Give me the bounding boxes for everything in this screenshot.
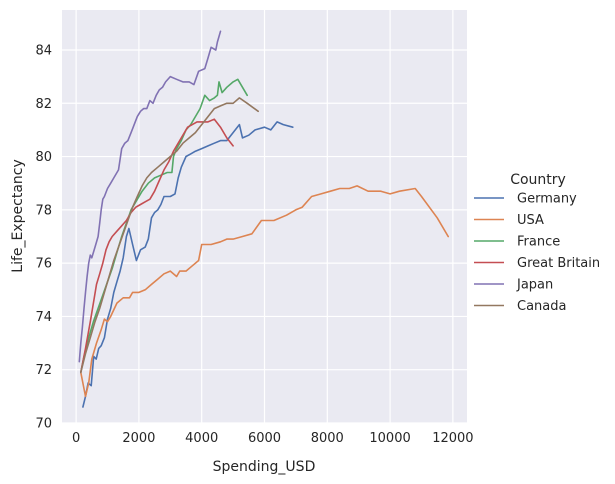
legend-label-usa: USA xyxy=(517,213,544,228)
x-tick-label: 2000 xyxy=(122,431,155,446)
grid xyxy=(62,10,467,424)
y-tick-label: 70 xyxy=(35,417,52,432)
y-tick-label: 78 xyxy=(35,203,52,218)
x-tick-label: 4000 xyxy=(185,431,218,446)
legend-label-france: France xyxy=(517,235,560,250)
y-tick-label: 74 xyxy=(35,310,52,325)
x-tick-labels: 0 2000 4000 6000 8000 10000 12000 xyxy=(72,431,474,446)
x-tick-label: 6000 xyxy=(248,431,281,446)
y-tick-label: 80 xyxy=(35,150,52,165)
x-tick-label: 8000 xyxy=(311,431,344,446)
legend-label-germany: Germany xyxy=(517,192,577,207)
legend-label-japan: Japan xyxy=(516,278,553,293)
y-tick-label: 84 xyxy=(35,43,52,58)
legend: Country Germany USA France Great Britain Jap… xyxy=(474,172,600,314)
series-lines xyxy=(78,30,449,408)
legend-label-great-britain: Great Britain xyxy=(517,256,600,271)
x-axis-label: Spending_USD xyxy=(213,459,316,475)
series-line-japan xyxy=(78,30,222,363)
x-tick-label: 10000 xyxy=(369,431,410,446)
y-tick-label: 72 xyxy=(35,363,52,378)
legend-label-canada: Canada xyxy=(517,299,566,314)
series-line-usa xyxy=(80,185,449,398)
y-axis-label: Life_Expectancy xyxy=(10,159,26,272)
series-line-germany xyxy=(82,121,294,408)
x-tick-label: 0 xyxy=(72,431,80,446)
legend-title: Country xyxy=(510,172,566,188)
series-line-great-britain xyxy=(80,118,234,374)
y-tick-labels: 70 72 74 76 78 80 82 84 xyxy=(35,43,52,431)
y-tick-label: 82 xyxy=(35,97,52,112)
y-tick-label: 76 xyxy=(35,257,52,272)
series-line-canada xyxy=(80,97,259,374)
x-tick-label: 12000 xyxy=(432,431,473,446)
